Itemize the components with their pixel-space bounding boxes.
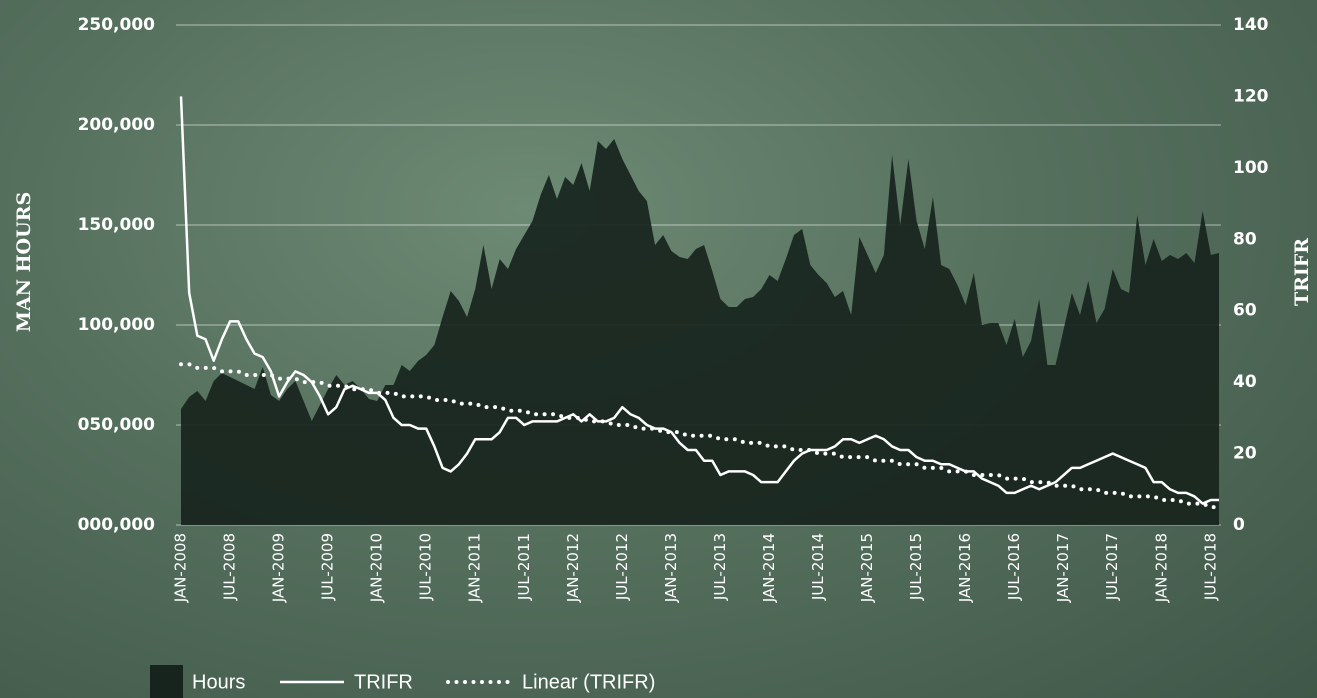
x-tick-label: JAN-2013 (662, 533, 680, 603)
y-tick-label: 200,000 (78, 115, 156, 135)
y-axis-label: MAN HOURS (13, 192, 35, 332)
page: MAN HOURS TRIFR 000,000 050,000 100,000 150… (0, 0, 1317, 698)
x-tick-label: JUL-2013 (711, 533, 729, 601)
x-tick-label: JUL-2012 (613, 533, 631, 601)
x-tick-label: JUL-2018 (1201, 533, 1219, 601)
x-tick-label: JAN-2015 (858, 533, 876, 603)
x-tick-label: JUL-2010 (417, 533, 435, 601)
x-tick-label: JAN-2010 (368, 533, 386, 603)
x-tick-label: JAN-2011 (466, 533, 484, 603)
y2-tick-label: 140 (1233, 15, 1269, 35)
x-tick-label: JUL-2015 (907, 533, 925, 601)
legend-label: Hours (192, 671, 245, 693)
legend-label: Linear (TRIFR) (522, 671, 655, 693)
x-tick-label: JUL-2016 (1005, 533, 1023, 601)
y-tick-label: 050,000 (78, 415, 156, 435)
x-tick-label: JUL-2017 (1103, 533, 1121, 601)
x-tick-label: JUL-2008 (221, 533, 239, 601)
y2-tick-label: 20 (1233, 444, 1257, 464)
x-tick-label: JAN-2008 (172, 533, 190, 603)
x-tick-label: JUL-2014 (809, 533, 827, 601)
y-tick-label: 100,000 (78, 315, 156, 335)
x-tick-label: JAN-2017 (1054, 533, 1072, 603)
y-tick-label: 000,000 (78, 515, 156, 535)
x-tick-label: JAN-2012 (564, 533, 582, 603)
y2-tick-label: 120 (1233, 86, 1269, 106)
x-tick-label: JUL-2009 (319, 533, 337, 601)
y2-tick-label: 0 (1233, 515, 1245, 535)
y-tick-label: 250,000 (78, 15, 156, 35)
y-tick-label: 150,000 (78, 215, 156, 235)
y2-tick-label: 40 (1233, 372, 1257, 392)
y2-tick-label: 60 (1233, 301, 1257, 321)
hours-area (181, 139, 1219, 525)
y2-tick-label: 80 (1233, 229, 1257, 249)
legend-label: TRIFR (354, 671, 413, 693)
y2-axis-label: TRIFR (1291, 238, 1313, 306)
y2-tick-label: 100 (1233, 158, 1269, 178)
x-tick-label: JAN-2018 (1152, 533, 1170, 603)
chart: MAN HOURS TRIFR 000,000 050,000 100,000 150… (0, 0, 1317, 698)
x-tick-label: JUL-2011 (515, 533, 533, 601)
x-tick-label: JAN-2009 (270, 533, 288, 603)
legend-swatch (150, 665, 183, 698)
x-tick-label: JAN-2016 (956, 533, 974, 603)
x-tick-label: JAN-2014 (760, 533, 778, 603)
